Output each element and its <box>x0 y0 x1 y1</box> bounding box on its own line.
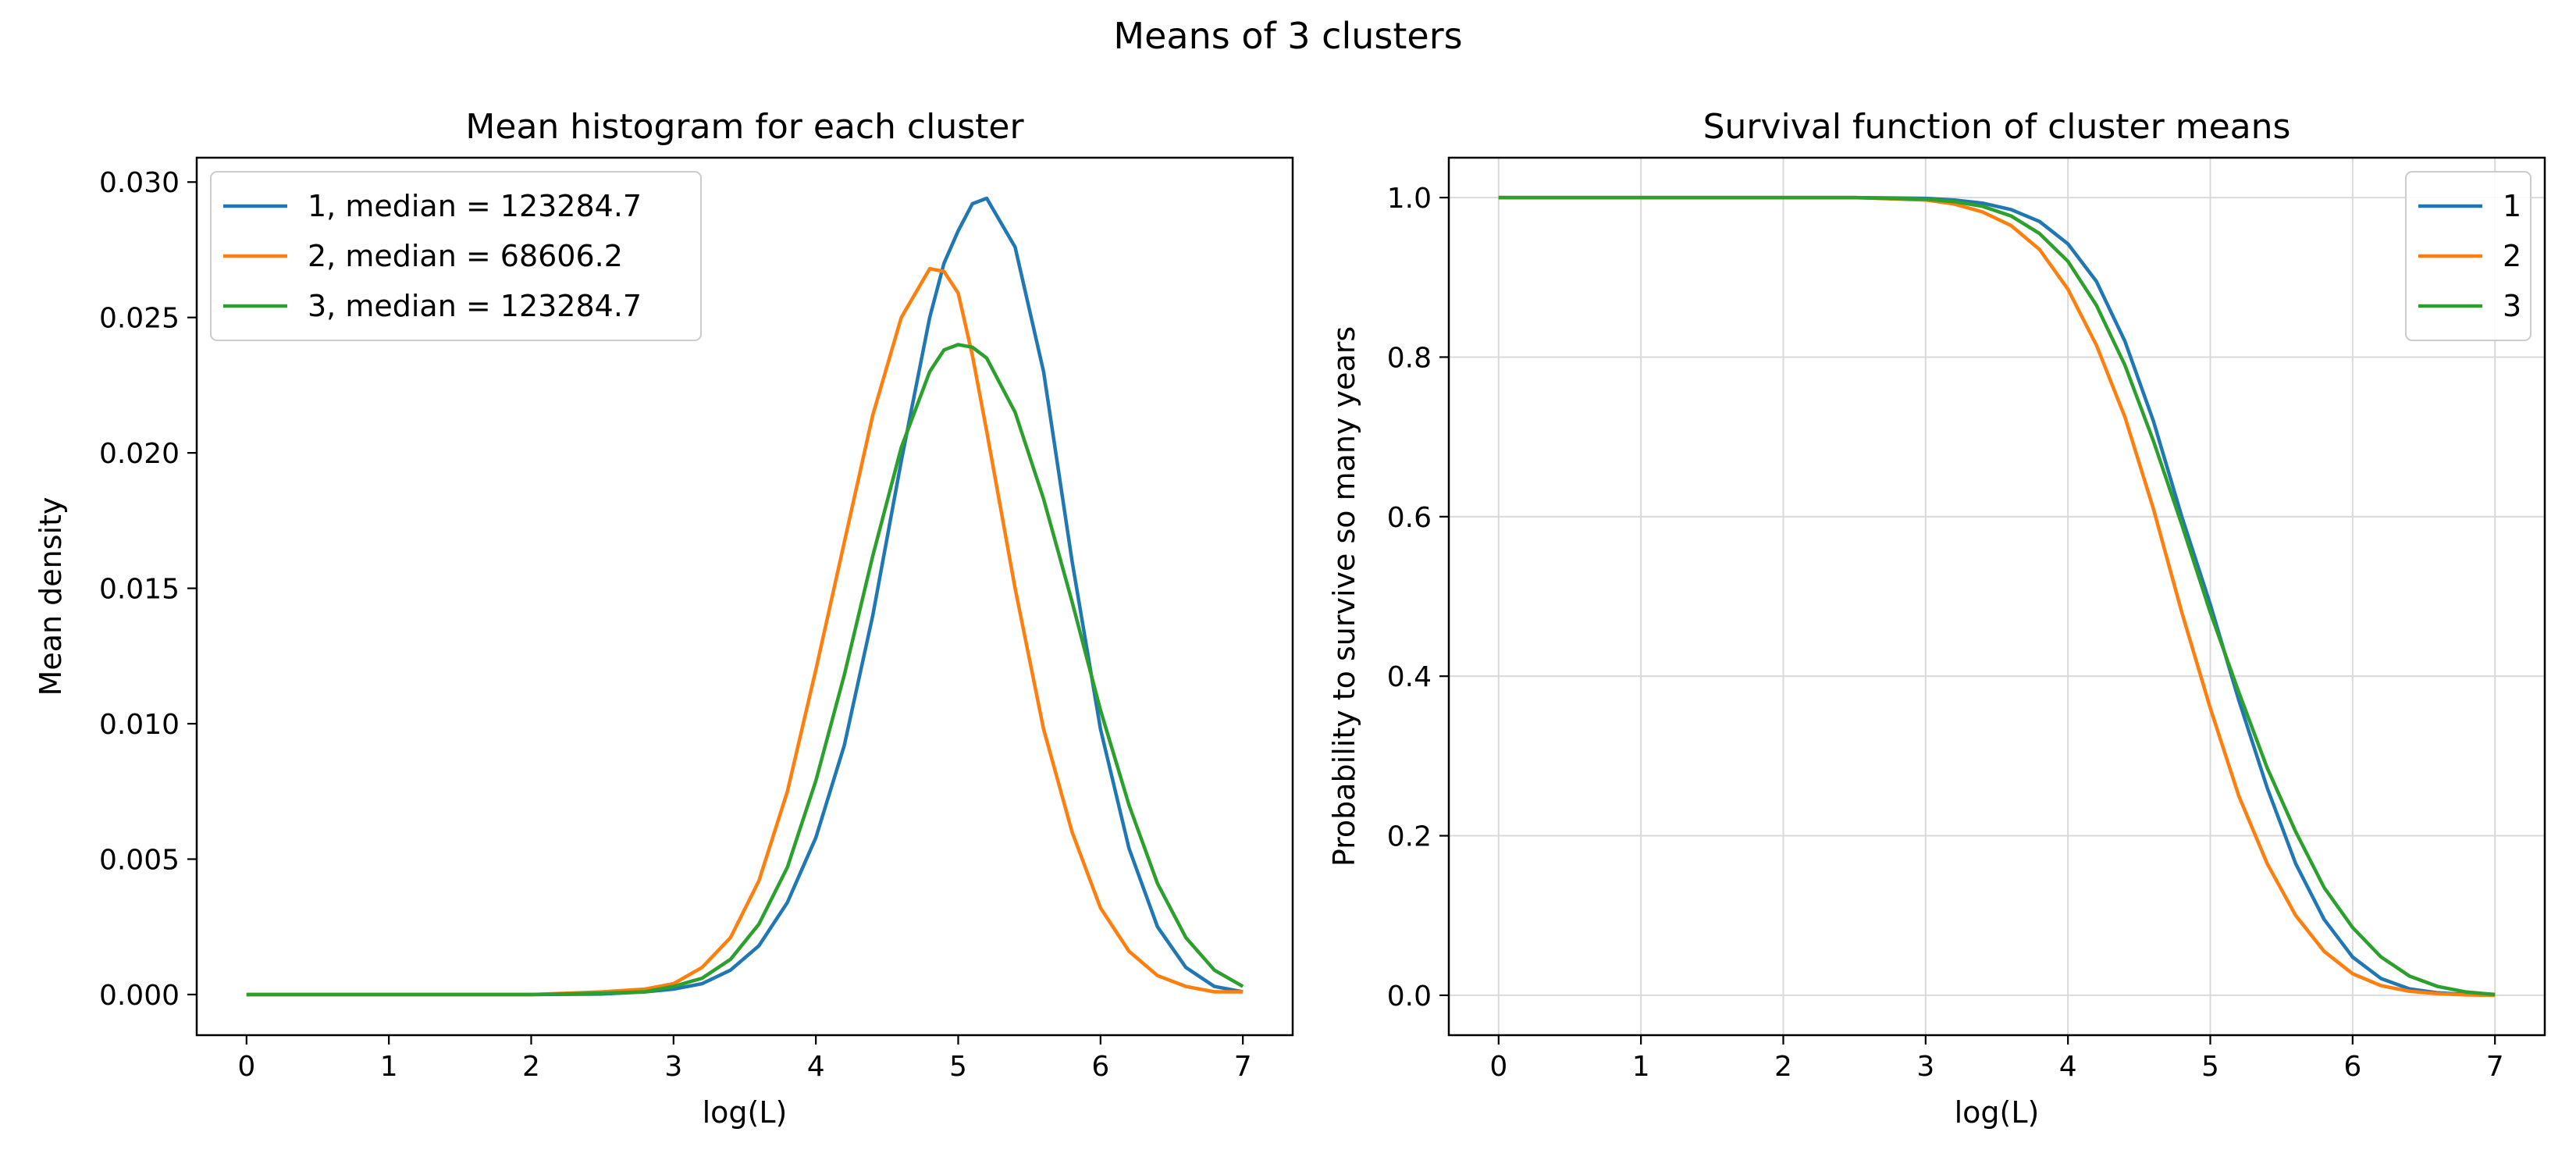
axes-title: Mean histogram for each cluster <box>465 107 1024 147</box>
y-tick-label: 0.8 <box>1387 342 1432 374</box>
right-chart-survival: 0 1 2 3 4 5 6 7 0.0 0.2 0.4 0.6 0.8 1.0 Survival funct… <box>1327 107 2546 1130</box>
x-tick-label: 1 <box>380 1051 398 1083</box>
y-tick-label: 0.4 <box>1387 661 1432 693</box>
x-tick-label: 3 <box>1916 1051 1934 1083</box>
x-tick-label: 5 <box>949 1051 967 1083</box>
figure-suptitle: Means of 3 clusters <box>1113 15 1462 57</box>
legend-label-3: 3, median = 123284.7 <box>308 289 642 323</box>
x-tick-label: 4 <box>807 1051 825 1083</box>
legend-label-3: 3 <box>2503 289 2521 323</box>
y-tick-label: 0.030 <box>99 167 180 199</box>
x-tick-label: 2 <box>1774 1051 1792 1083</box>
legend: 1 2 3 <box>2405 171 2532 341</box>
legend-label-2: 2 <box>2503 239 2521 273</box>
legend: 1, median = 123284.7 2, median = 68606.2 3… <box>210 171 702 341</box>
y-axis-label: Mean density <box>34 497 68 696</box>
axes-frame <box>1447 156 2546 1037</box>
x-tick-label: 0 <box>237 1051 255 1083</box>
left-chart-histogram: 0 1 2 3 4 5 6 7 0.000 0.005 0.010 0.015 0.020 0.025 0.… <box>34 107 1294 1130</box>
y-tick-label: 0.0 <box>1387 981 1432 1013</box>
y-tick-label: 0.010 <box>99 709 180 741</box>
axes-frame <box>195 156 1294 1037</box>
y-tick-label: 0.6 <box>1387 502 1432 534</box>
x-tick-label: 3 <box>664 1051 682 1083</box>
legend-label-1: 1 <box>2503 189 2521 223</box>
y-tick-label: 0.015 <box>99 574 180 606</box>
x-tick-label: 2 <box>522 1051 540 1083</box>
y-tick-label: 0.000 <box>99 980 180 1012</box>
axes-title: Survival function of cluster means <box>1703 107 2291 147</box>
y-tick-label: 0.2 <box>1387 821 1432 853</box>
legend-label-1: 1, median = 123284.7 <box>308 189 642 223</box>
x-tick-label: 5 <box>2201 1051 2219 1083</box>
y-tick-label: 0.025 <box>99 303 180 335</box>
x-axis-label: log(L) <box>1955 1095 2040 1130</box>
x-tick-label: 0 <box>1489 1051 1507 1083</box>
legend-box <box>210 171 702 341</box>
x-axis-label: log(L) <box>703 1095 788 1130</box>
legend-label-2: 2, median = 68606.2 <box>308 239 623 273</box>
y-axis-label: Probability to survive so many years <box>1327 326 1361 867</box>
x-tick-label: 7 <box>2486 1051 2504 1083</box>
x-tick-label: 6 <box>2343 1051 2361 1083</box>
series-line-3 <box>1498 195 2496 997</box>
series-line-2 <box>246 266 1244 997</box>
y-tick-label: 0.020 <box>99 438 180 470</box>
y-tick-label: 0.005 <box>99 845 180 877</box>
series-line-3 <box>246 343 1244 997</box>
x-tick-label: 1 <box>1632 1051 1650 1083</box>
x-tick-label: 6 <box>1091 1051 1109 1083</box>
x-tick-label: 7 <box>1234 1051 1252 1083</box>
x-tick-label: 4 <box>2059 1051 2077 1083</box>
y-tick-label: 1.0 <box>1387 183 1432 215</box>
